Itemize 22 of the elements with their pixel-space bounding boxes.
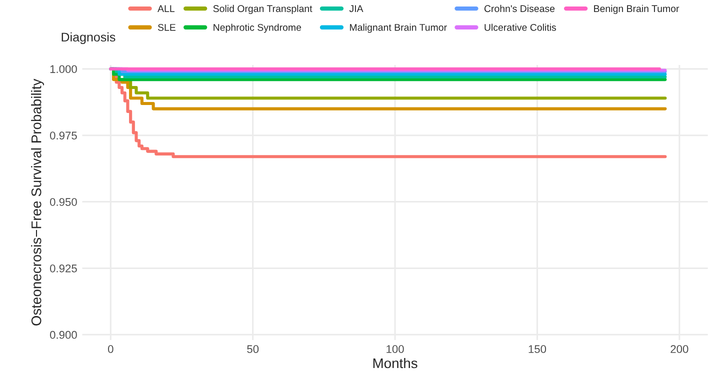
legend-label: Ulcerative Colitis — [484, 24, 556, 31]
x-tick-label: 150 — [528, 345, 546, 354]
legend-label: ALL — [158, 5, 174, 12]
legend-label: Crohn's Disease — [484, 4, 555, 12]
x-tick-label: 50 — [247, 345, 259, 354]
legend-label: Solid Organ Transplant — [213, 4, 312, 14]
y-tick-label: 0.900 — [50, 330, 77, 339]
legend-label: Benign Brain Tumor — [594, 4, 680, 14]
x-tick-label: 100 — [386, 345, 404, 354]
legend-label: SLE — [158, 24, 176, 31]
y-tick-label: 1.000 — [50, 65, 77, 74]
y-tick-label: 0.925 — [50, 264, 77, 272]
x-tick-label: 0 — [108, 345, 114, 354]
legend-label: Nephrotic Syndrome — [214, 24, 302, 33]
y-tick-label: 0.950 — [50, 198, 77, 206]
y-axis-title: Osteonecrosis−Free Survival Probability — [31, 78, 44, 326]
legend-label: Malignant Brain Tumor — [350, 24, 447, 33]
y-tick-label: 0.975 — [50, 132, 77, 140]
legend-label: JIA — [349, 5, 364, 12]
x-axis-title: Months — [373, 358, 418, 368]
x-tick-label: 200 — [670, 345, 688, 354]
legend-title: Diagnosis — [62, 32, 116, 44]
